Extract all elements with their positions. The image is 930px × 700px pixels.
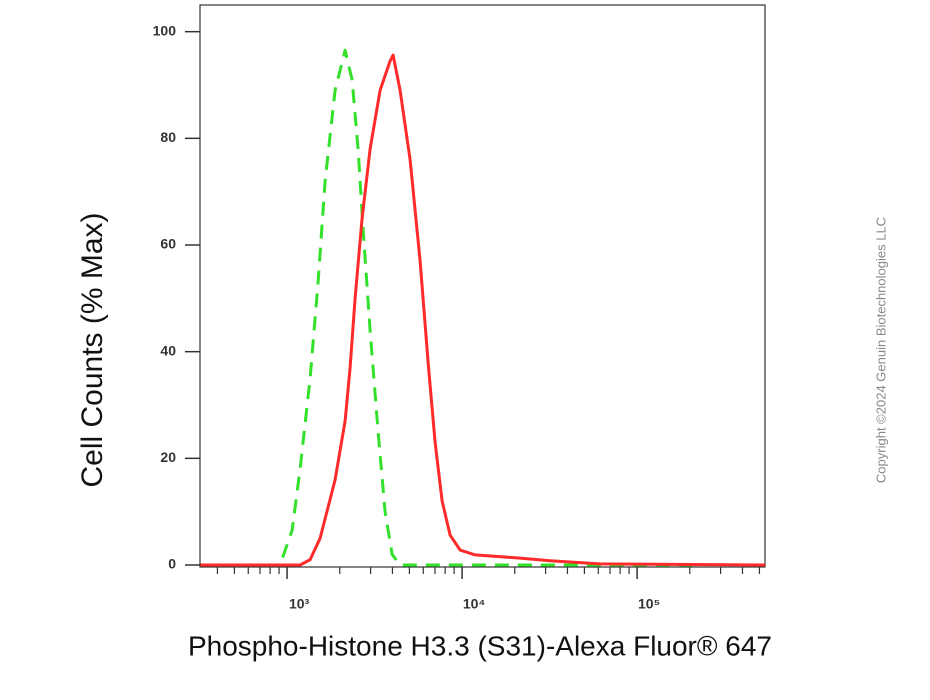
- x-tick-label: 10⁵: [638, 596, 660, 612]
- x-tick-label: 10⁴: [463, 596, 486, 612]
- y-tick-label: 80: [160, 129, 176, 145]
- x-tick-label: 10³: [289, 596, 310, 612]
- y-tick-label: 0: [168, 556, 176, 572]
- histogram-line: [265, 48, 701, 567]
- histogram-line: [200, 53, 766, 567]
- y-tick-label: 100: [153, 22, 177, 38]
- y-tick-label: 40: [160, 342, 176, 358]
- y-tick-label: 20: [160, 449, 176, 465]
- copyright: Copyright ©2024 Genuin Biotechnologies L…: [873, 217, 888, 483]
- plot-frame: [199, 4, 766, 568]
- x-axis-label: Phospho-Histone H3.3 (S31)-Alexa Fluor® …: [188, 630, 772, 661]
- y-tick-label: 60: [160, 236, 176, 252]
- y-axis-label: Cell Counts (% Max): [76, 212, 109, 487]
